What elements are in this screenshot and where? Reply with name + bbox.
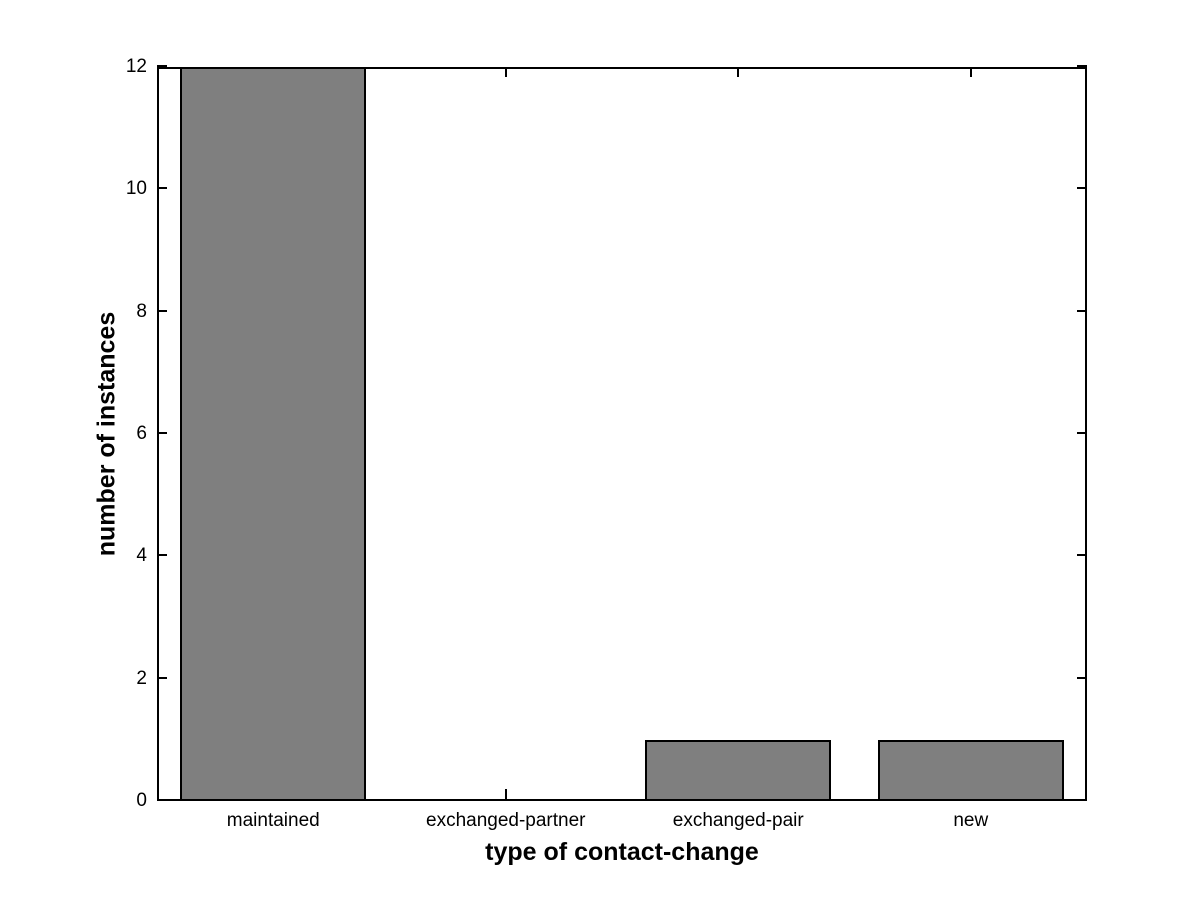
y-axis-tick-label: 0 xyxy=(136,790,147,811)
x-axis-tick-top xyxy=(504,67,507,77)
bar-exchanged-pair xyxy=(645,739,832,801)
x-axis-tick-bottom xyxy=(504,789,507,799)
bar-new xyxy=(877,739,1064,801)
y-axis-tick-right xyxy=(1077,309,1087,312)
x-axis-tick-label: new xyxy=(953,810,989,831)
y-axis-tick-label: 8 xyxy=(136,300,147,322)
y-axis-tick-right xyxy=(1077,554,1087,557)
x-axis-tick-top xyxy=(969,67,972,77)
x-axis-tick-label: maintained xyxy=(226,810,320,831)
y-axis-tick-left xyxy=(157,676,167,679)
y-axis-tick-left xyxy=(157,65,167,67)
y-axis-tick-right xyxy=(1077,187,1087,190)
y-axis-tick-right xyxy=(1077,799,1087,801)
y-axis-tick-right xyxy=(1077,432,1087,434)
y-axis-tick-right xyxy=(1077,65,1087,67)
y-axis-tick-label: 4 xyxy=(136,545,147,567)
y-axis-tick-left xyxy=(157,432,167,434)
y-axis-tick-label: 12 xyxy=(125,56,147,77)
y-axis-tick-label: 6 xyxy=(136,423,147,444)
x-axis-title: type of contact-change xyxy=(485,838,759,866)
y-axis-tick-left xyxy=(157,799,167,801)
y-axis-tick-right xyxy=(1077,676,1087,679)
x-axis-tick-label: exchanged-pair xyxy=(672,810,804,831)
y-axis-tick-left xyxy=(157,187,167,190)
y-axis-title-text: number of instances xyxy=(92,311,121,557)
y-axis-tick-label: 2 xyxy=(136,667,147,689)
bar-maintained xyxy=(180,67,367,801)
y-axis-tick-label: 10 xyxy=(125,178,147,200)
y-axis-tick-left xyxy=(157,554,167,557)
y-axis-tick-left xyxy=(157,309,167,312)
x-axis-tick-top xyxy=(737,67,740,77)
x-axis-tick-label: exchanged-partner xyxy=(426,810,586,831)
